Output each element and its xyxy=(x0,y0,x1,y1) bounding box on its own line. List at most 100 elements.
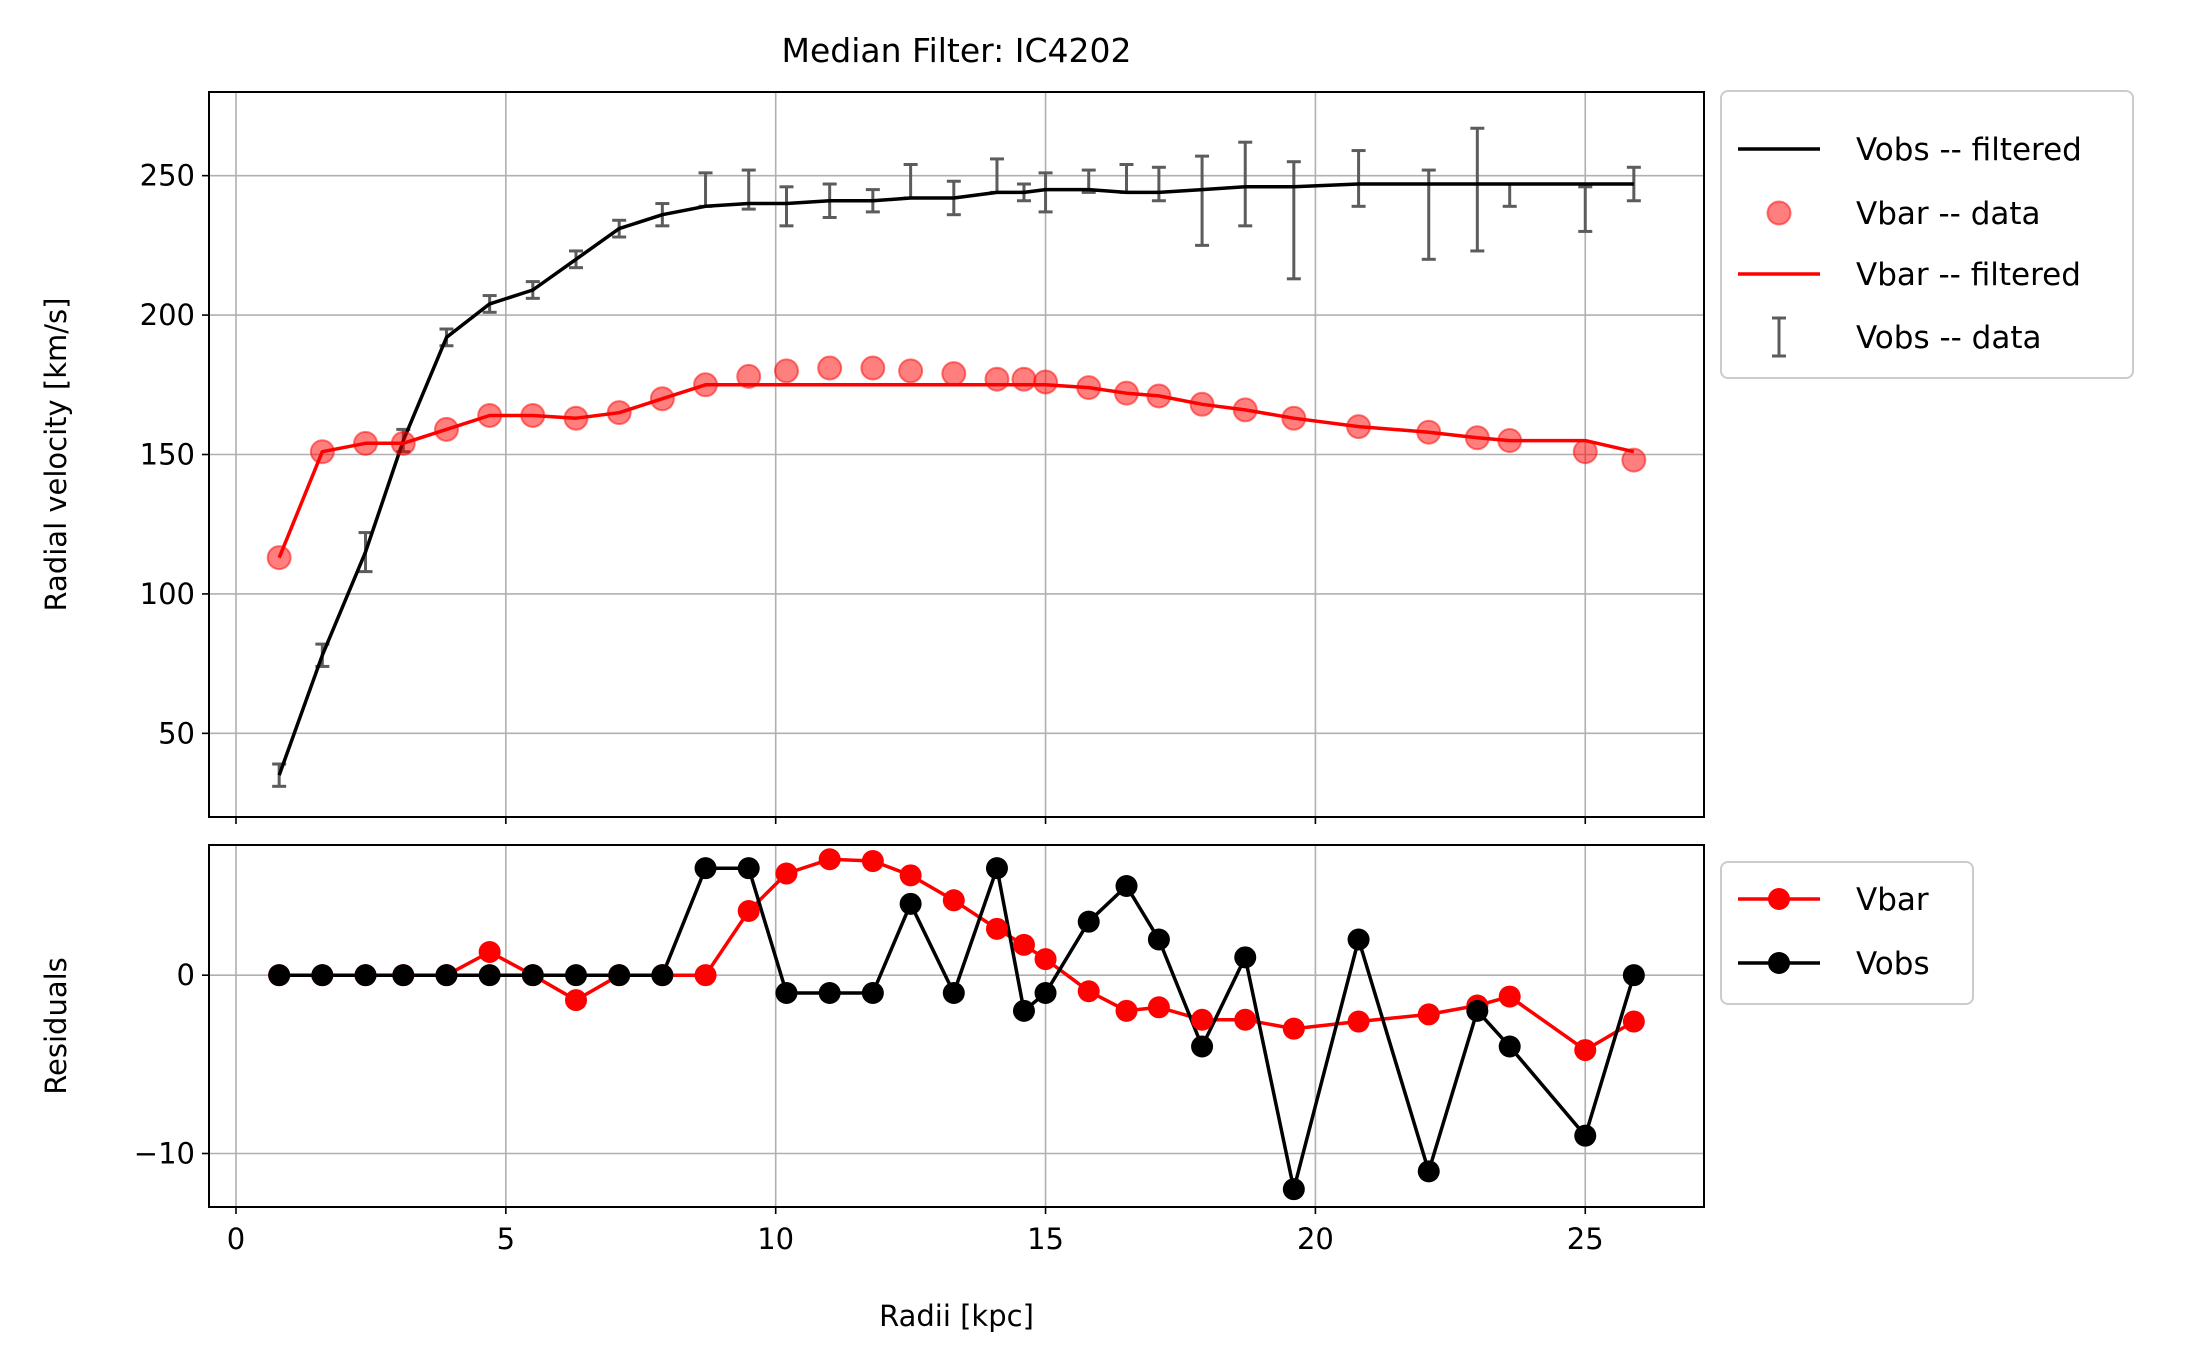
legend-vbar-data-swatch xyxy=(1766,200,1792,226)
vbar-data-point xyxy=(1011,366,1037,392)
vbar-residual-marker xyxy=(1282,1017,1305,1040)
vobs-residual-marker xyxy=(1234,946,1257,969)
residuals-panel: 0 5 10 15 20 25 −10 0 Radii [kpc] Residuals xyxy=(39,844,1705,1333)
vbar-data-point xyxy=(353,430,379,456)
vbar-data-point xyxy=(563,405,589,431)
vbar-residual-marker xyxy=(818,848,841,871)
vobs-errorbar xyxy=(1626,165,1641,203)
vobs-residual-marker xyxy=(354,964,377,987)
vobs-errorbar xyxy=(1286,160,1301,281)
vbar-data-point xyxy=(817,355,843,381)
vbar-residual-marker xyxy=(737,899,760,922)
velocity-y-tick-label-50: 50 xyxy=(158,716,195,750)
radii-x-tick-label-10: 10 xyxy=(757,1222,794,1256)
vobs-residual-marker xyxy=(899,892,922,915)
legend-vobs-data-label: Vobs -- data xyxy=(1856,320,2042,356)
vbar-data-point xyxy=(898,358,924,384)
vbar-data-point xyxy=(1346,414,1372,440)
vobs-residual-marker xyxy=(435,964,458,987)
vbar-residual-marker xyxy=(1147,996,1170,1019)
vobs-data-errorbars xyxy=(272,126,1641,788)
vobs-residual-marker xyxy=(985,857,1008,880)
vobs-residual-marker xyxy=(1077,910,1100,933)
vbar-data-point xyxy=(860,355,886,381)
residuals-y-tick-label: 0 xyxy=(177,958,195,992)
vbar-data-points xyxy=(266,355,1647,571)
velocity-panel: 50 100 150 200 250 Median Filter: IC4202 Rad… xyxy=(39,31,1705,824)
legend-vbar-filtered-label: Vbar -- filtered xyxy=(1856,257,2081,293)
radii-x-tick-label-0: 0 xyxy=(227,1222,245,1256)
vobs-residual-marker xyxy=(1622,964,1645,987)
vobs-residual-marker xyxy=(1012,999,1035,1022)
vbar-data-point xyxy=(1572,439,1598,465)
vobs-residual-marker xyxy=(565,964,588,987)
vbar-data-point xyxy=(477,402,503,428)
vbar-residual-marker xyxy=(1115,999,1138,1022)
vobs-residual-marker xyxy=(694,857,717,880)
residuals-axes-frame xyxy=(208,844,1705,1208)
vbar-data-point xyxy=(1232,397,1258,423)
vbar-residual-marker xyxy=(1417,1003,1440,1026)
residuals-y-axis-label: Residuals xyxy=(39,957,73,1095)
velocity-grid xyxy=(209,92,1704,817)
vbar-residual-marker xyxy=(1234,1008,1257,1031)
radii-x-tick-label-25: 25 xyxy=(1567,1222,1604,1256)
vbar-data-point xyxy=(309,439,335,465)
vbar-residual-marker xyxy=(1622,1010,1645,1033)
vobs-residual-marker xyxy=(521,964,544,987)
residuals-y-tick-label: −10 xyxy=(134,1137,195,1171)
radii-x-tick-label-5: 5 xyxy=(497,1222,515,1256)
vbar-data-point xyxy=(266,545,292,571)
vbar-residual-marker xyxy=(861,850,884,873)
vbar-residual-marker xyxy=(1498,985,1521,1008)
vobs-filtered-path xyxy=(277,182,1634,776)
vbar-data-point xyxy=(390,430,416,456)
vobs-residual-marker xyxy=(608,964,631,987)
radii-x-tick-label-20: 20 xyxy=(1297,1222,1334,1256)
vbar-residual-marker xyxy=(1077,980,1100,1003)
vobs-residual-marker xyxy=(942,982,965,1005)
vbar-data-point xyxy=(1189,391,1215,417)
vbar-data-point xyxy=(1416,419,1442,445)
vobs-errorbar xyxy=(1351,149,1366,208)
residuals-legend: Vbar Vobs xyxy=(1720,861,1974,1005)
vbar-residual-marker xyxy=(985,917,1008,940)
vobs-residual-marker xyxy=(311,964,334,987)
vbar-data-point xyxy=(773,358,799,384)
vobs-residual-marker xyxy=(1498,1035,1521,1058)
vbar-data-point xyxy=(736,363,762,389)
vbar-residual-marker xyxy=(899,864,922,887)
legend-vobs-residual-label: Vobs xyxy=(1856,946,1930,982)
vbar-data-point xyxy=(1621,447,1647,473)
vobs-residual-marker xyxy=(478,964,501,987)
vobs-residual-marker xyxy=(1417,1160,1440,1183)
vobs-residual-marker xyxy=(392,964,415,987)
chart-title: Median Filter: IC4202 xyxy=(781,31,1131,70)
vbar-data-point xyxy=(984,366,1010,392)
vobs-residual-marker xyxy=(775,982,798,1005)
vobs-errorbar xyxy=(1238,140,1253,228)
vobs-errorbar xyxy=(779,185,794,228)
radii-x-tick-label-15: 15 xyxy=(1027,1222,1064,1256)
vbar-data-point xyxy=(1076,375,1102,401)
velocity-y-tick-label-250: 250 xyxy=(140,159,195,193)
vobs-filtered-line xyxy=(277,182,1634,776)
velocity-y-axis-label: Radial velocity [km/s] xyxy=(39,298,73,612)
vbar-residual-marker xyxy=(478,940,501,963)
vobs-residual-marker xyxy=(1147,928,1170,951)
residuals-legend-box xyxy=(1720,861,1974,1005)
vobs-residual-marker xyxy=(818,982,841,1005)
vobs-errorbar xyxy=(1038,171,1053,214)
vobs-residual-marker xyxy=(737,857,760,880)
vbar-residual-marker xyxy=(1012,933,1035,956)
vbar-data-point xyxy=(606,400,632,426)
vobs-residual-marker xyxy=(1466,999,1489,1022)
legend-vbar-residual-label: Vbar xyxy=(1856,882,1929,918)
residuals-ticks: 0 5 10 15 20 25 −10 0 xyxy=(134,958,1604,1256)
vobs-residual-marker xyxy=(1282,1178,1305,1201)
velocity-y-tick-label-200: 200 xyxy=(140,298,195,332)
vbar-data-point xyxy=(1281,405,1307,431)
vbar-residual-marker xyxy=(775,862,798,885)
vbar-data-point xyxy=(520,402,546,428)
vobs-errorbar xyxy=(1578,185,1593,233)
